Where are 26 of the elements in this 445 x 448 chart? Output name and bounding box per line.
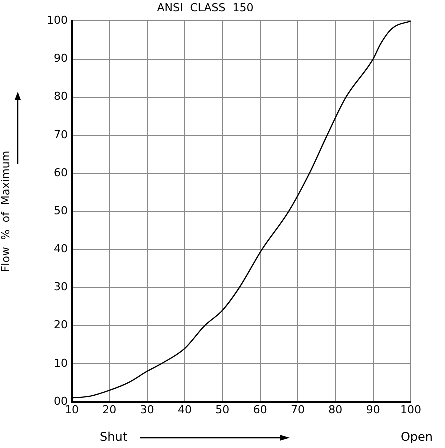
y-axis-title: Flow % of Maximum <box>0 150 12 272</box>
x-tick-label: 40 <box>178 403 192 416</box>
x-tick-label: 10 <box>65 403 79 416</box>
text: Shut <box>100 430 128 444</box>
x-tick-label: 70 <box>291 403 305 416</box>
line-series <box>72 21 411 399</box>
y-tick-label: 70 <box>54 128 68 142</box>
y-tick-label: 30 <box>54 280 68 294</box>
x-tick-label: 90 <box>366 403 380 416</box>
y-tick-label: 90 <box>54 52 68 66</box>
x-tick-label: 80 <box>328 403 343 416</box>
y-tick-label: 10 <box>54 356 68 370</box>
x-tick-label: 60 <box>253 403 268 416</box>
y-tick-label: 100 <box>47 14 68 28</box>
y-tick-label: 80 <box>54 90 68 104</box>
text: Open <box>400 430 433 444</box>
x-tick-label: 30 <box>140 403 154 416</box>
y-tick-label: 00 <box>54 394 68 408</box>
y-tick-label: 40 <box>54 242 68 256</box>
y-tick-label: 20 <box>54 318 68 332</box>
x-tick-label: 20 <box>102 403 117 416</box>
y-tick-label: 60 <box>54 166 68 180</box>
x-tick-label: 100 <box>400 403 422 416</box>
chart-title: ANSI CLASS 150 <box>157 1 254 14</box>
y-tick-label: 50 <box>54 204 68 218</box>
x-tick-label: 50 <box>216 403 230 416</box>
